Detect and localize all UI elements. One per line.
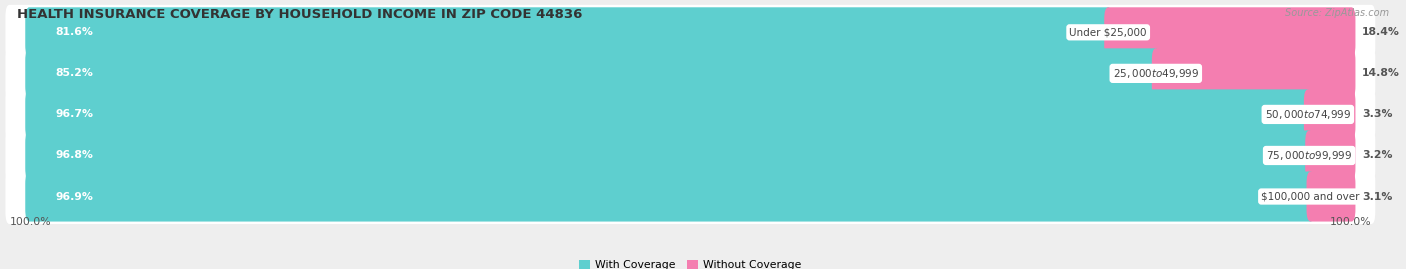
FancyBboxPatch shape [6,5,1375,60]
FancyBboxPatch shape [25,89,1312,139]
Text: $25,000 to $49,999: $25,000 to $49,999 [1112,67,1199,80]
Text: 85.2%: 85.2% [56,68,94,78]
FancyBboxPatch shape [1152,48,1355,98]
Text: $100,000 and over: $100,000 and over [1261,192,1360,201]
FancyBboxPatch shape [6,128,1375,183]
Text: $75,000 to $99,999: $75,000 to $99,999 [1265,149,1353,162]
Text: 14.8%: 14.8% [1362,68,1400,78]
Text: 81.6%: 81.6% [56,27,94,37]
Text: 18.4%: 18.4% [1362,27,1400,37]
FancyBboxPatch shape [6,46,1375,101]
Text: Under $25,000: Under $25,000 [1070,27,1147,37]
Text: 96.7%: 96.7% [56,109,94,119]
FancyBboxPatch shape [25,7,1112,57]
FancyBboxPatch shape [1104,7,1355,57]
FancyBboxPatch shape [1305,130,1355,180]
Text: 100.0%: 100.0% [10,217,51,226]
FancyBboxPatch shape [6,169,1375,224]
Text: 100.0%: 100.0% [1330,217,1371,226]
Text: 96.8%: 96.8% [56,150,94,161]
FancyBboxPatch shape [25,171,1315,222]
FancyBboxPatch shape [25,48,1160,98]
Text: Source: ZipAtlas.com: Source: ZipAtlas.com [1285,8,1389,18]
FancyBboxPatch shape [1306,171,1355,222]
Text: 3.2%: 3.2% [1362,150,1392,161]
Text: $50,000 to $74,999: $50,000 to $74,999 [1264,108,1351,121]
FancyBboxPatch shape [6,87,1375,142]
Text: 3.3%: 3.3% [1362,109,1392,119]
Text: 96.9%: 96.9% [56,192,94,201]
FancyBboxPatch shape [1303,89,1355,139]
FancyBboxPatch shape [25,130,1313,180]
Text: 3.1%: 3.1% [1362,192,1392,201]
Legend: With Coverage, Without Coverage: With Coverage, Without Coverage [579,260,801,269]
Text: HEALTH INSURANCE COVERAGE BY HOUSEHOLD INCOME IN ZIP CODE 44836: HEALTH INSURANCE COVERAGE BY HOUSEHOLD I… [17,8,582,21]
